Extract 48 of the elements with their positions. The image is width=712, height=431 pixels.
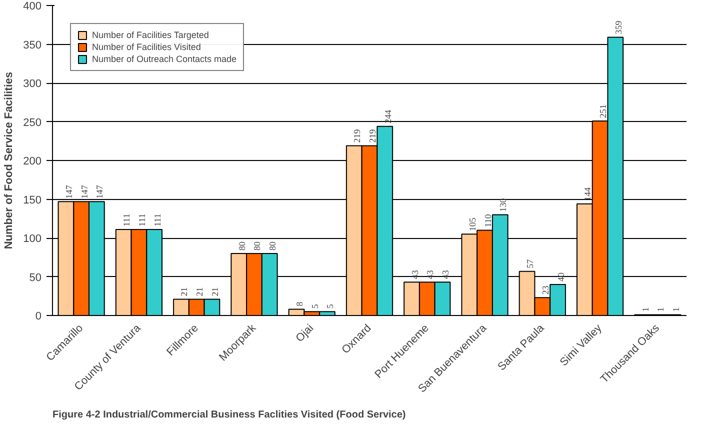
data-label: 130 (498, 198, 508, 212)
data-label: 5 (310, 304, 320, 309)
data-label: 43 (440, 270, 451, 280)
legend-label: Number of Outreach Contacts made (92, 54, 237, 64)
data-label: 21 (179, 287, 190, 296)
y-axis-title: Number of Food Service Facilities (3, 72, 16, 250)
y-tick-label: 350 (23, 39, 42, 52)
data-label: 80 (252, 241, 262, 250)
data-label: 40 (556, 272, 566, 282)
x-tick-label: Ojai (294, 322, 316, 345)
data-label: 251 (598, 104, 608, 118)
data-label: 1 (656, 307, 666, 312)
caption: Figure 4-2 Industrial/Commercial Business Faclities Visited (Food Service) (52, 410, 406, 420)
data-label: 147 (64, 184, 74, 199)
data-label: 110 (482, 214, 493, 228)
data-label: 5 (325, 304, 336, 309)
data-label: 147 (94, 184, 105, 199)
y-tick-label: 50 (29, 272, 42, 284)
data-label: 111 (136, 214, 147, 226)
data-label: 43 (425, 270, 436, 280)
data-label: 244 (382, 109, 393, 124)
data-label: 23 (540, 285, 550, 295)
data-label: 80 (268, 241, 278, 250)
y-tick-label: 0 (35, 310, 42, 322)
data-label: 1 (640, 307, 650, 312)
y-tick-label: 150 (23, 194, 42, 206)
data-label: 105 (467, 217, 478, 232)
data-label: 1 (671, 307, 682, 312)
data-label: 144 (582, 186, 593, 201)
data-label: 359 (613, 20, 624, 34)
data-label: 219 (352, 128, 362, 143)
data-label: 57 (525, 258, 536, 268)
data-label: 21 (194, 287, 205, 296)
data-label: 219 (368, 128, 378, 143)
legend-label: Number of Facilities Visited (92, 42, 201, 52)
y-tick-label: 300 (23, 78, 42, 90)
data-label: 111 (152, 214, 162, 226)
data-label: 21 (210, 287, 220, 296)
data-label: 8 (294, 301, 304, 306)
data-label: 147 (79, 184, 90, 199)
y-tick-label: 250 (23, 116, 42, 129)
data-label: 43 (410, 270, 420, 280)
data-label: 80 (236, 241, 247, 250)
y-tick-label: 200 (23, 156, 42, 168)
data-label: 111 (122, 214, 132, 226)
legend-label: Number of Facilities Targeted (92, 30, 209, 40)
y-tick-label: 400 (23, 0, 42, 12)
y-tick-label: 100 (23, 233, 42, 245)
